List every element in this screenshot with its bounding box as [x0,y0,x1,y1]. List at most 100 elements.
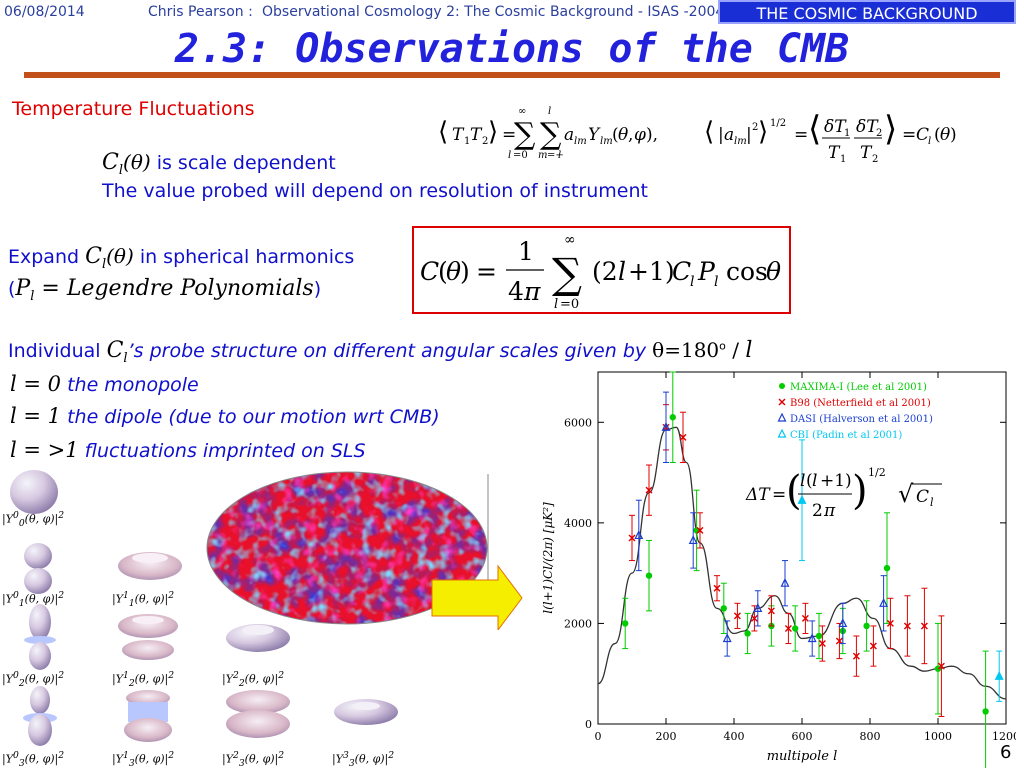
svg-text:∑: ∑ [552,249,582,298]
data-point [645,464,653,516]
data-point [669,371,676,464]
svg-text:lm: lm [734,136,747,147]
svg-text:l: l [690,274,694,290]
svg-text:⟨: ⟨ [438,117,448,147]
page-number: 6 [1000,742,1012,763]
y-axis-label: l(l+1)Cl/(2π) [μK²] [541,502,555,614]
data-point [835,622,843,660]
svg-text:Y: Y [588,125,601,145]
data-point [807,620,817,657]
svg-text:2: 2 [482,136,488,147]
svg-text:⟩: ⟩ [884,109,897,149]
svg-text:√: √ [898,480,914,508]
legend-label: DASI (Halverson et al 2001) [790,414,933,425]
svg-text:T: T [860,143,873,163]
harmonic-y01-shape [24,543,52,569]
data-point [753,590,763,627]
svg-text:=−: =− [547,150,564,161]
harmonic-y03-shape [30,686,50,714]
svg-text:1: 1 [518,237,534,266]
svg-text:T: T [452,125,465,145]
data-point [688,512,698,569]
svg-text:δT: δT [824,117,847,137]
svg-text:θ: θ [766,257,781,286]
y-tick-label: 4000 [564,517,592,530]
svg-text:(: ( [786,468,802,514]
legend-label: B98 (Netterfield et al 2001) [790,398,931,409]
svg-text:C: C [672,257,691,286]
svg-text:φ: φ [634,125,646,145]
svg-text:l: l [558,150,561,161]
svg-text:): ) [950,125,957,145]
legend-label: CBI (Padin et al 2001) [790,430,902,441]
arrow-icon [431,564,523,630]
svg-text:=: = [794,125,808,145]
data-point [679,411,687,464]
svg-text:(: ( [934,125,941,145]
svg-text:(2: (2 [592,257,618,286]
data-point [886,597,894,650]
svg-text:=0: =0 [513,150,528,161]
data-point [792,605,799,652]
data-point [784,612,792,645]
legend-entry: CBI (Padin et al 2001) [777,428,902,441]
svg-text:m: m [538,150,547,161]
x-tick-label: 200 [656,730,677,743]
svg-text:π: π [823,501,836,521]
svg-text:): ) [460,257,470,286]
svg-text:2: 2 [752,122,758,133]
data-point [852,635,860,677]
svg-text:|: | [746,125,752,145]
data-point [818,625,826,662]
svg-text:lm: lm [600,136,613,147]
svg-text:2: 2 [872,154,878,165]
case-fluctuations: l = >1 fluctuations imprinted on SLS [10,438,366,462]
svg-text:l: l [812,471,817,491]
data-point [903,595,911,657]
svg-text:∑: ∑ [540,117,562,152]
header-course: Observational Cosmology 2: The Cosmic Ba… [262,4,725,20]
svg-text:π: π [523,277,541,306]
cmb-sky-map [206,471,523,630]
legend-entry: MAXIMA-I (Lee et al 2001) [779,382,927,393]
scale-dependent-line: Cl(θ) is scale dependent [102,150,336,178]
svg-text:C: C [420,257,439,286]
svg-text:1: 1 [840,154,846,165]
svg-text:l: l [714,274,718,290]
svg-text:l: l [554,297,558,312]
x-tick-label: 1000 [924,730,952,743]
svg-text:l: l [548,106,551,117]
svg-text:=: = [476,257,497,286]
svg-text:T: T [470,125,483,145]
svg-text:∞: ∞ [518,106,526,117]
harmonic-caption-y03: |Y03(θ, φ)|2 [2,750,65,769]
svg-text:(: ( [438,257,448,286]
harmonic-y02-shape [29,604,51,640]
svg-text:cos: cos [726,257,768,286]
header-banner: THE COSMIC BACKGROUND [718,0,1016,24]
legend-entry: DASI (Halverson et al 2001) [777,412,933,425]
data-point [801,602,809,634]
data-point [879,575,889,632]
data-point [982,650,989,768]
svg-text:l: l [508,150,511,161]
svg-text:4: 4 [508,277,524,306]
data-point [920,587,928,665]
data-point [937,615,945,717]
harmonic-caption-y01: |Y01(θ, φ)|2 [2,590,65,609]
svg-text:C: C [916,487,929,507]
harmonic-caption-y00: |Y00(θ, φ)|2 [2,510,65,529]
y-tick-label: 0 [585,718,592,731]
y-tick-label: 6000 [564,416,592,429]
y-tick-label: 2000 [564,617,592,630]
data-point [733,602,741,629]
individual-cl-line: Individual Cl’s probe structure on diffe… [8,338,753,366]
svg-text:(: ( [806,471,813,491]
data-point [838,602,848,645]
legendre-line: (Pl = Legendre Polynomials) [8,276,322,304]
data-point [780,560,790,607]
harmonic-y22-shape [226,624,290,652]
svg-text:⟨: ⟨ [808,109,821,149]
